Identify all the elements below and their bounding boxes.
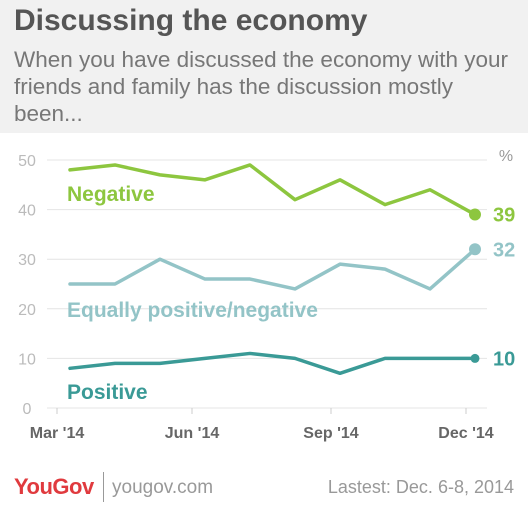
chart-header: Discussing the economy When you have dis… xyxy=(0,0,528,133)
series-line xyxy=(68,247,477,291)
line-chart: 0 10 20 30 40 50 Mar '14 Jun '14 Sep '14 Dec '14… xyxy=(18,148,515,442)
series-name-label: Negative xyxy=(67,183,155,206)
chart-subtitle: When you have discussed the economy with… xyxy=(14,47,509,126)
series-end-point xyxy=(470,353,480,363)
series-end-label: 32 xyxy=(493,239,515,261)
x-tick-label: Dec '14 xyxy=(438,425,494,442)
y-tick-label: 30 xyxy=(18,252,36,269)
series-name-label: Positive xyxy=(67,381,148,404)
x-tick-label: Mar '14 xyxy=(30,425,85,442)
footer-divider xyxy=(103,472,104,502)
y-tick-label: 0 xyxy=(23,401,32,418)
series-line xyxy=(68,351,477,376)
series-lines xyxy=(68,163,481,376)
yougov-logo: YouGov xyxy=(14,474,94,499)
x-axis-ticks: Mar '14 Jun '14 Sep '14 Dec '14 xyxy=(30,408,494,442)
unit-label: % xyxy=(499,148,513,165)
grid-lines xyxy=(47,159,487,409)
chart-title: Discussing the economy xyxy=(14,4,368,37)
series-end-label: 10 xyxy=(493,348,515,370)
series-labels: 39 Negative 32 Equally positive/negative 10 P… xyxy=(67,183,515,404)
series-name-label: Equally positive/negative xyxy=(67,299,318,322)
y-axis-ticks: 0 10 20 30 40 50 xyxy=(18,153,36,418)
y-tick-label: 50 xyxy=(18,153,36,170)
series-line xyxy=(68,163,477,217)
footer-url: yougov.com xyxy=(112,477,214,498)
footer-date-note: Lastest: Dec. 6-8, 2014 xyxy=(327,477,514,497)
series-end-point xyxy=(469,243,481,256)
y-tick-label: 40 xyxy=(18,203,36,220)
x-tick-label: Sep '14 xyxy=(303,425,358,442)
series-end-point xyxy=(469,208,481,221)
x-tick-label: Jun '14 xyxy=(165,425,220,442)
y-tick-label: 10 xyxy=(18,351,36,368)
y-tick-label: 20 xyxy=(18,302,36,319)
series-end-label: 39 xyxy=(493,205,515,227)
